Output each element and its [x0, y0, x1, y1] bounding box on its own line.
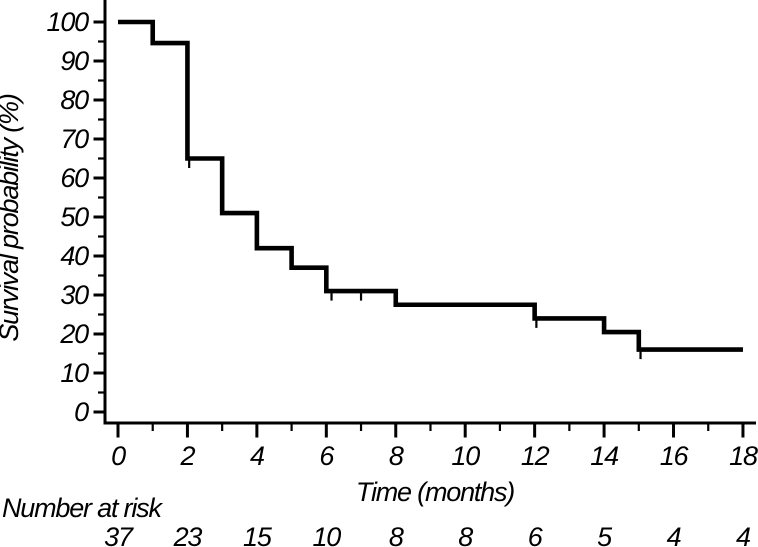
x-tick-label: 4	[250, 441, 264, 471]
x-tick-label: 8	[389, 441, 404, 471]
risk-table-label: Number at risk	[2, 493, 163, 523]
risk-count: 4	[736, 522, 750, 547]
x-tick-label: 0	[111, 441, 126, 471]
y-tick-label: 30	[60, 280, 89, 310]
y-tick-label: 50	[60, 202, 89, 232]
x-tick-label: 16	[660, 441, 690, 471]
risk-count: 4	[667, 522, 681, 547]
y-tick-label: 90	[60, 46, 89, 76]
risk-count: 5	[597, 522, 613, 547]
risk-count: 37	[104, 522, 134, 547]
x-tick-label: 6	[319, 441, 335, 471]
y-tick-label: 20	[59, 319, 89, 349]
risk-count: 10	[312, 522, 341, 547]
y-tick-label: 80	[60, 85, 89, 115]
x-tick-label: 18	[729, 441, 758, 471]
risk-count: 8	[389, 522, 404, 547]
risk-count: 8	[458, 522, 473, 547]
x-tick-label: 12	[521, 441, 550, 471]
y-tick-label: 0	[74, 397, 89, 427]
x-tick-label: 10	[451, 441, 480, 471]
x-tick-label: 14	[590, 441, 618, 471]
y-tick-label: 40	[60, 241, 89, 271]
overall-survival-curve	[118, 19, 743, 352]
y-tick-label: 100	[47, 7, 90, 37]
x-tick-label: 2	[180, 441, 196, 471]
risk-count: 23	[173, 522, 203, 547]
y-tick-label: 60	[60, 163, 89, 193]
x-axis-title: Time (months)	[356, 477, 514, 507]
risk-count: 6	[528, 522, 544, 547]
risk-count: 15	[243, 522, 273, 547]
y-tick-label: 10	[60, 358, 89, 388]
y-axis-title: Survival probability (%)	[0, 94, 24, 341]
y-tick-label: 70	[60, 124, 89, 154]
